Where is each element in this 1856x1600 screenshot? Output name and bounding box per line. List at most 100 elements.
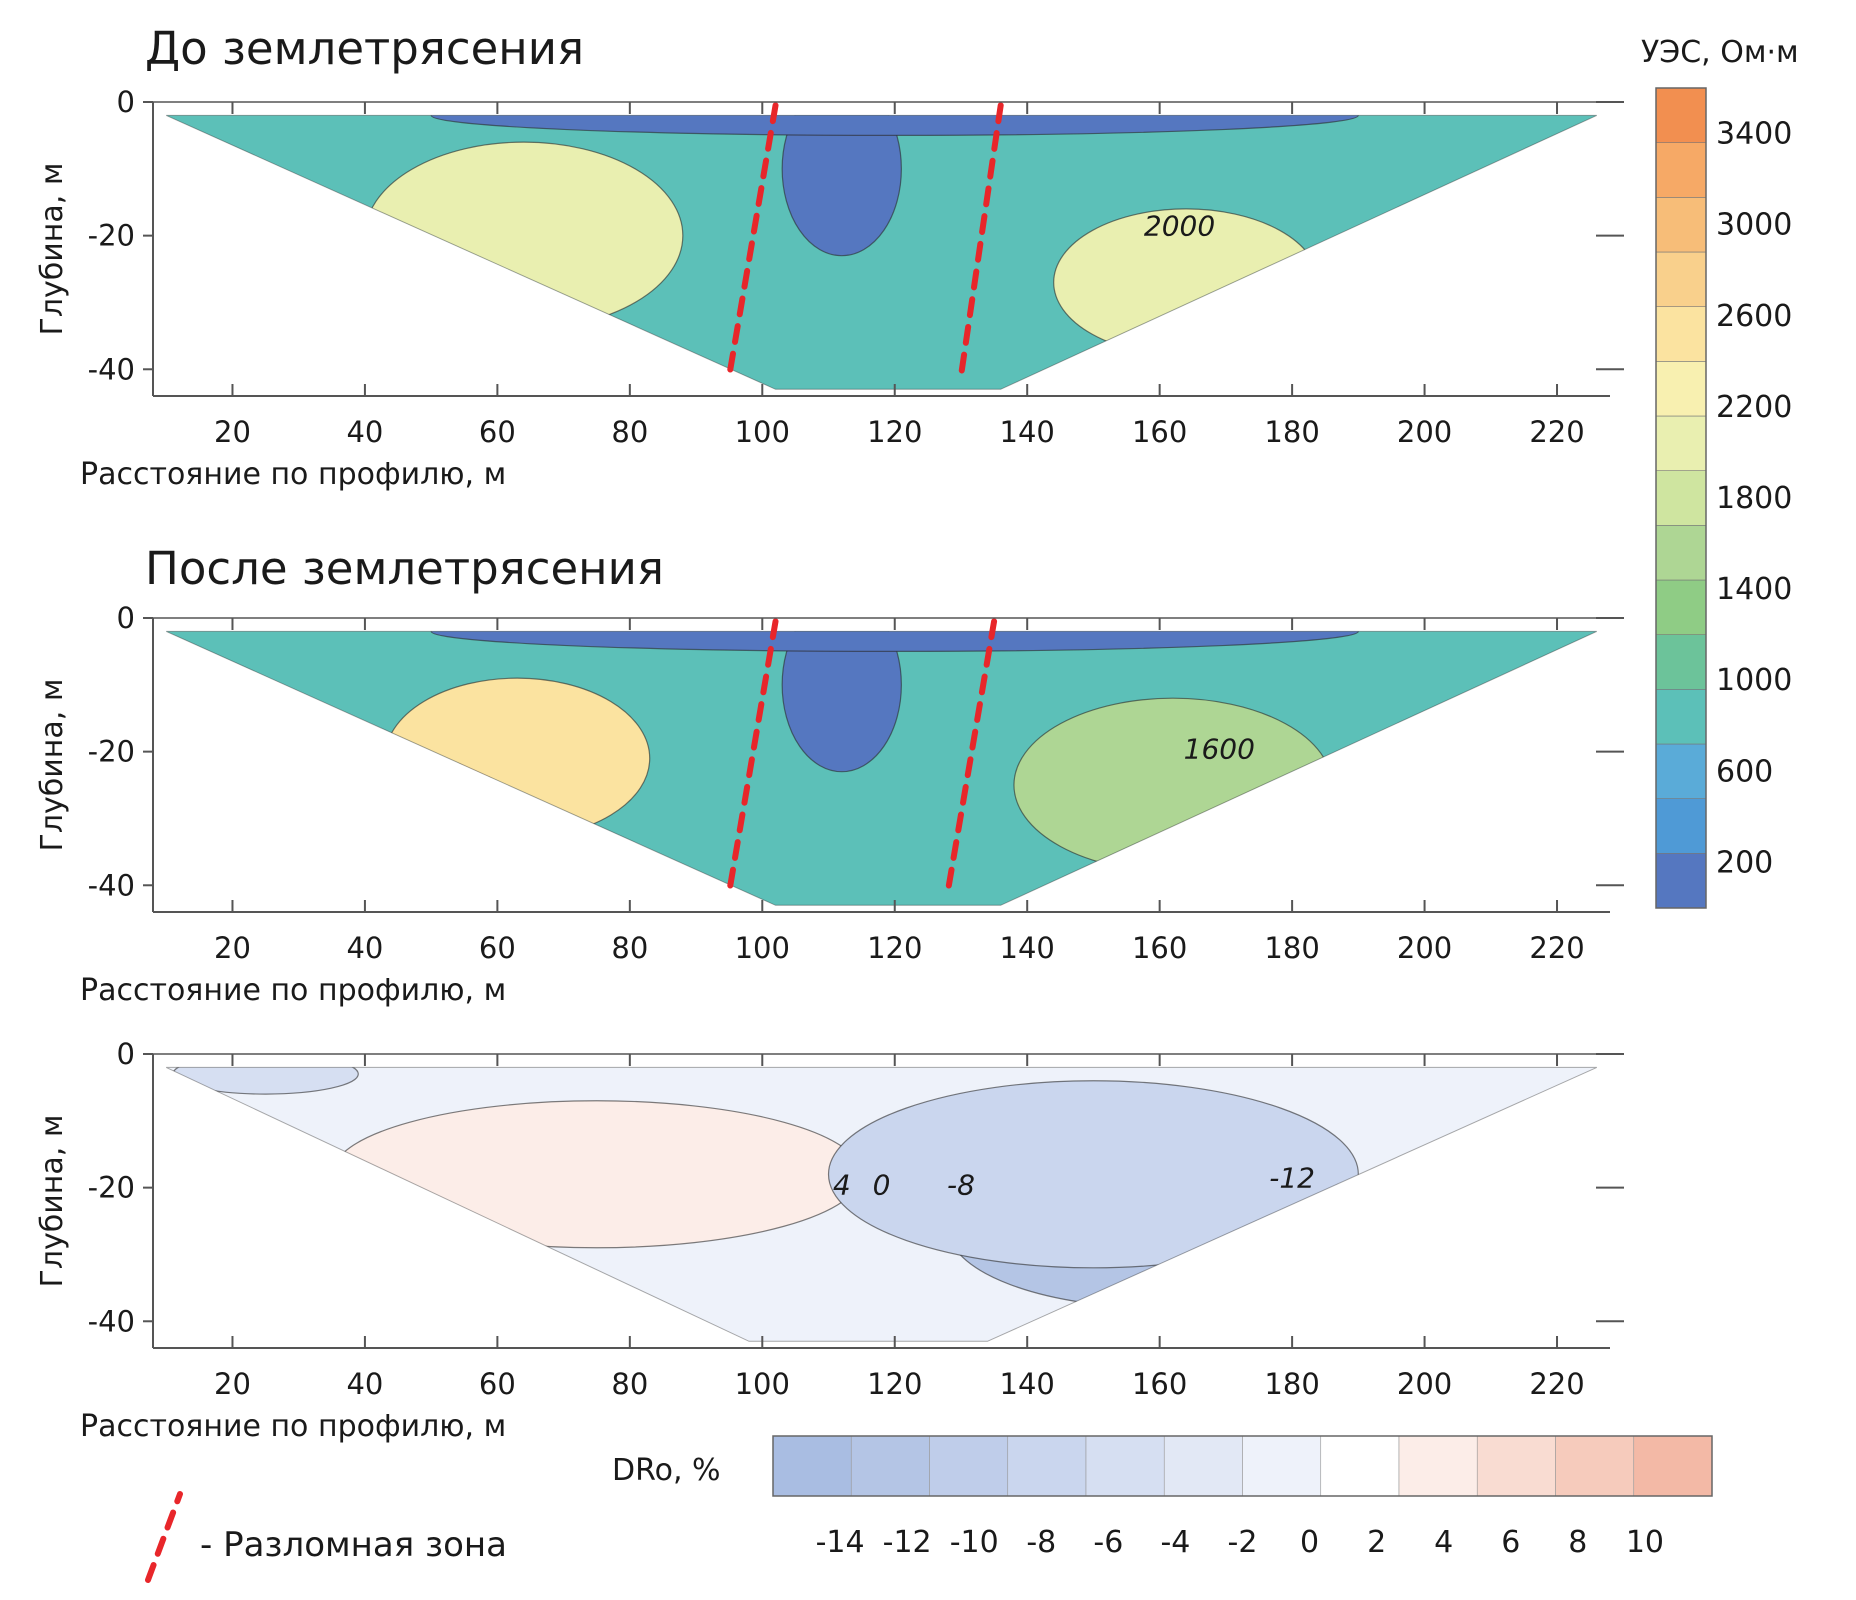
colorbar-swatch — [1655, 579, 1707, 635]
colorbar-swatch — [1476, 1435, 1556, 1497]
y-tick-label: -40 — [88, 1304, 135, 1338]
heatmap-zone-3 — [827, 1080, 1359, 1269]
fault-legend: - Разломная зона — [145, 1491, 507, 1583]
x-tick-label: 60 — [479, 415, 516, 449]
fault-line-2 — [944, 618, 998, 895]
chart-title: После землетрясения — [145, 542, 664, 595]
x-tick-label: 20 — [214, 1367, 251, 1401]
y-tick-label: -40 — [88, 868, 135, 902]
domain-outline — [165, 114, 1598, 390]
heatmap-zone-4 — [1013, 697, 1333, 873]
colorbar-swatch — [772, 1435, 852, 1497]
x-tick-label: 160 — [1132, 415, 1187, 449]
x-tick-label: 80 — [611, 415, 648, 449]
heatmap-zone-6 — [430, 631, 1359, 653]
colorbar-tick-label: 1400 — [1716, 572, 1792, 607]
colorbar-tick-label: 10 — [1626, 1525, 1664, 1560]
x-tick-label: 200 — [1397, 931, 1452, 965]
colorbar-swatch — [1163, 1435, 1243, 1497]
fault-line-1 — [726, 618, 779, 895]
colorbar-swatch — [850, 1435, 930, 1497]
x-tick-label: 40 — [346, 931, 383, 965]
chart-panel-2: 1600 20 40 60 80 100 120 140 160 180 200 220 0 -20 -40… — [35, 542, 1624, 1008]
colorbar-tick-label: 0 — [1300, 1525, 1319, 1560]
x-tick-label: 40 — [346, 415, 383, 449]
contour-label-2: 0 — [873, 1168, 891, 1201]
colorbar-tick-label: 1000 — [1716, 663, 1792, 698]
colorbar-frame — [772, 1435, 1713, 1497]
heatmap-zone-1 — [364, 141, 684, 330]
contour-label-1: 1600 — [1184, 732, 1255, 765]
contour-label-3: -8 — [947, 1168, 975, 1201]
x-tick-label: 160 — [1132, 931, 1187, 965]
x-tick-label: 140 — [1000, 415, 1055, 449]
y-tick-label: 0 — [117, 1037, 135, 1071]
colorbar-swatch — [1655, 525, 1707, 581]
colorbar-tick-label: -14 — [816, 1525, 865, 1560]
x-tick-label: 120 — [867, 931, 922, 965]
colorbar-swatch — [1655, 415, 1707, 471]
y-tick-label: -40 — [88, 352, 135, 386]
heatmap-zone-3 — [781, 115, 902, 257]
colorbar-tick-label: 3000 — [1716, 208, 1792, 243]
colorbar-tick-label: 1800 — [1716, 481, 1792, 516]
heatmap-zone-2 — [384, 677, 651, 840]
colorbar-tick-label: 3400 — [1716, 117, 1792, 152]
heatmap-zone-5 — [781, 631, 902, 773]
dro-colorbar: -14 -12 -10 -8 -6 -4 -2 0 2 4 6 8 10 DRo, % — [612, 1435, 1713, 1560]
colorbar-swatch — [1655, 251, 1707, 307]
x-tick-label: 20 — [214, 415, 251, 449]
heatmap-field — [166, 631, 1597, 906]
x-tick-label: 220 — [1529, 1367, 1584, 1401]
y-axis-label: Глубина, м — [35, 1115, 70, 1288]
colorbar-tick-label: -8 — [1026, 1525, 1056, 1560]
x-axis-label: Расстояние по профилю, м — [80, 1409, 506, 1444]
colorbar-tick-label: 2 — [1367, 1525, 1386, 1560]
colorbar-swatch — [1655, 197, 1707, 253]
colorbar-swatch — [1655, 306, 1707, 362]
x-tick-label: 80 — [611, 931, 648, 965]
colorbar-swatch — [1655, 853, 1707, 909]
colorbar-tick-label: -2 — [1228, 1525, 1258, 1560]
x-tick-label: 180 — [1264, 1367, 1319, 1401]
colorbar-tick-label: -6 — [1093, 1525, 1123, 1560]
x-tick-label: 100 — [735, 415, 790, 449]
colorbar-tick-label: 200 — [1716, 845, 1773, 880]
colorbar-swatch — [1655, 743, 1707, 799]
heatmap-field — [166, 115, 1597, 390]
colorbar-swatch — [1655, 361, 1707, 417]
y-axis-label: Глубина, м — [35, 679, 70, 852]
colorbar-swatch — [929, 1435, 1009, 1497]
y-axis-label: Глубина, м — [35, 163, 70, 336]
y-tick-label: -20 — [88, 1171, 135, 1205]
colorbar-swatch — [1633, 1435, 1713, 1497]
colorbar-title: УЭС, Ом·м — [1641, 35, 1799, 70]
x-tick-label: 120 — [867, 415, 922, 449]
fault-legend-symbol — [145, 1491, 183, 1583]
colorbar-tick-label: 8 — [1568, 1525, 1587, 1560]
x-axis-label: Расстояние по профилю, м — [80, 457, 506, 492]
colorbar-tick-label: 2200 — [1716, 390, 1792, 425]
colorbar-swatch — [1655, 634, 1707, 690]
x-tick-label: 20 — [214, 931, 251, 965]
x-tick-label: 180 — [1264, 415, 1319, 449]
colorbar-swatch — [1320, 1435, 1400, 1497]
heatmap-zone-1 — [331, 1100, 863, 1249]
x-tick-label: 220 — [1529, 931, 1584, 965]
x-tick-label: 40 — [346, 1367, 383, 1401]
x-tick-label: 120 — [867, 1367, 922, 1401]
colorbar-swatch — [1555, 1435, 1635, 1497]
x-tick-label: 200 — [1397, 415, 1452, 449]
colorbar-swatch — [1655, 87, 1707, 143]
colorbar-frame — [1655, 87, 1707, 909]
x-tick-label: 200 — [1397, 1367, 1452, 1401]
colorbar-swatch — [1655, 798, 1707, 854]
colorbar-swatch — [1655, 689, 1707, 745]
colorbar-swatch — [1398, 1435, 1478, 1497]
colorbar-tick-label: 600 — [1716, 754, 1773, 789]
colorbar-tick-label: 6 — [1501, 1525, 1520, 1560]
contour-label-1: 2000 — [1144, 210, 1215, 243]
x-tick-label: 100 — [735, 1367, 790, 1401]
heatmap-zone-4 — [430, 115, 1359, 137]
